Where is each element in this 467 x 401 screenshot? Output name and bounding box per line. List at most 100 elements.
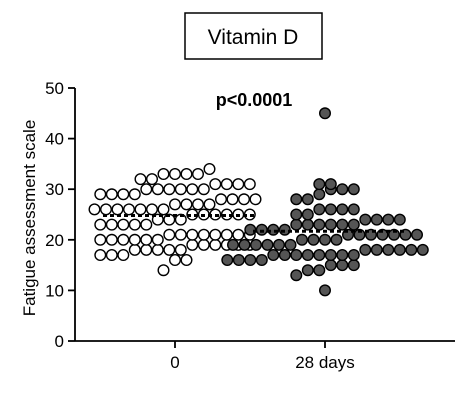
data-point-baseline [140,183,153,196]
data-point-baseline [105,218,118,231]
data-point-baseline [186,228,199,241]
data-point-baseline [140,218,153,231]
data-point-baseline [168,198,181,211]
data-point-28-days [301,193,314,206]
data-point-28-days [393,243,406,256]
y-tick-label: 20 [45,231,64,250]
data-point-baseline [105,233,118,246]
data-point-28-days [221,253,234,266]
data-point-baseline [214,193,227,206]
chart-title: Vitamin D [208,26,299,49]
data-point-28-days [336,248,349,261]
data-point-baseline [209,228,222,241]
data-point-baseline [128,243,141,256]
data-point-baseline [163,243,176,256]
y-axis-label: Fatigue assessment scale [20,120,39,317]
data-point-28-days [232,253,245,266]
data-point-baseline [174,228,187,241]
data-point-28-days [290,208,303,221]
title-box: Vitamin D [184,12,323,60]
data-point-28-days [336,218,349,231]
data-point-baseline [209,238,222,251]
data-point-baseline [168,167,181,180]
data-point-baseline [180,253,193,266]
data-point-baseline [232,178,245,191]
data-point-28-days [255,253,268,266]
data-point-baseline [180,198,193,211]
data-point-baseline [157,264,170,277]
data-point-28-days [324,248,337,261]
data-point-28-days [244,253,257,266]
data-point-baseline [111,203,124,216]
data-point-baseline [203,198,216,211]
data-point-28-days [313,248,326,261]
data-point-28-days [324,178,337,191]
x-tick-label: 28 days [295,353,355,372]
data-point-28-days [324,259,337,272]
data-point-28-days [267,248,280,261]
data-point-baseline [117,248,130,261]
data-point-28-days [324,203,337,216]
data-point-baseline [151,183,164,196]
data-point-baseline [163,228,176,241]
data-point-baseline [145,203,158,216]
data-point-baseline [117,188,130,201]
data-point-baseline [174,183,187,196]
data-point-baseline [220,228,233,241]
data-point-baseline [237,193,250,206]
data-point-baseline [134,203,147,216]
data-point-28-days [353,228,366,241]
data-point-baseline [226,193,239,206]
data-point-baseline [157,203,170,216]
data-point-28-days [416,243,429,256]
data-point-baseline [197,238,210,251]
data-point-baseline [140,243,153,256]
data-point-28-days [313,178,326,191]
data-point-baseline [94,248,107,261]
x-tick-label: 0 [170,353,179,372]
data-point-28-days [301,248,314,261]
data-point-baseline [249,193,262,206]
data-point-baseline [94,188,107,201]
data-point-baseline [197,228,210,241]
data-point-28-days [347,183,360,196]
data-point-baseline [140,233,153,246]
data-point-28-days [347,203,360,216]
y-tick-label: 0 [55,332,64,351]
data-point-baseline [128,218,141,231]
data-point-28-days [307,233,320,246]
data-point-baseline [128,233,141,246]
data-point-baseline [243,178,256,191]
y-tick-label: 10 [45,281,64,300]
data-point-28-days [290,193,303,206]
data-point-28-days [290,218,303,231]
data-point-28-days [336,183,349,196]
p-value-annotation: p<0.0001 [216,90,293,110]
data-point-28-days [405,243,418,256]
data-point-baseline [180,167,193,180]
data-point-baseline [88,203,101,216]
data-point-28-days [313,218,326,231]
data-point-baseline [174,243,187,256]
data-point-28-days [370,213,383,226]
data-point-28-days [290,269,303,282]
data-point-28-days [284,238,297,251]
data-point-baseline [105,188,118,201]
data-point-28-days [359,213,372,226]
data-point-baseline [168,253,181,266]
data-points [88,107,429,297]
data-point-baseline [117,233,130,246]
data-point-28-days [296,233,309,246]
data-point-28-days [278,248,291,261]
data-point-baseline [186,238,199,251]
data-point-baseline [134,173,147,186]
data-point-baseline [197,183,210,196]
data-point-28-days [261,238,274,251]
data-point-28-days [411,228,424,241]
data-point-baseline [220,178,233,191]
axes: 0 10 20 30 40 50 0 28 days [45,79,455,372]
data-point-baseline [209,178,222,191]
data-point-baseline [122,203,135,216]
data-point-baseline [163,183,176,196]
